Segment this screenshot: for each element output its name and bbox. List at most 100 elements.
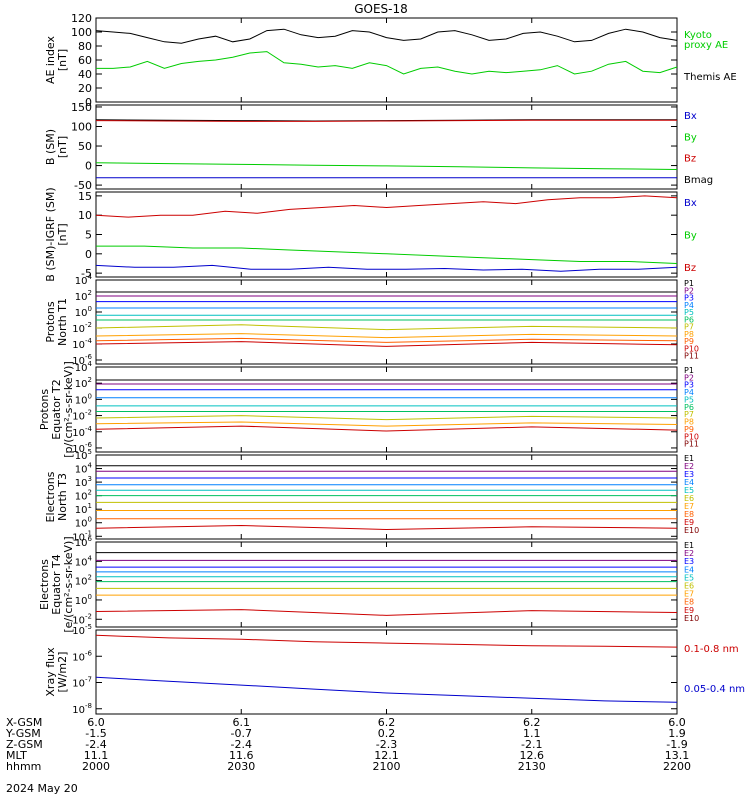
legend-label: Bz — [684, 154, 696, 165]
series-line — [95, 676, 678, 703]
series-line — [95, 341, 678, 347]
legend-label: P2 — [684, 373, 694, 382]
ephemeris-value: -1.5 — [85, 727, 106, 740]
legend-label: P2 — [684, 286, 694, 295]
legend-label: E10 — [684, 614, 699, 623]
legend-label: P10 — [684, 432, 699, 441]
y-tick-label: 100 — [75, 516, 92, 530]
y-tick-label: 100 — [75, 392, 92, 406]
legend-label: Kyoto — [684, 30, 712, 41]
legend-label: P11 — [684, 440, 699, 449]
panel-frame — [95, 541, 678, 628]
y-axis-label: Xray flux — [44, 647, 57, 697]
panel-p_equator: 104 102 100 10-2 10-4 10-6 Protons Equator T2 [p… — [38, 360, 699, 458]
legend-label: P8 — [684, 330, 694, 339]
y-tick-label: 50 — [78, 140, 92, 153]
y-tick-label: 102 — [75, 289, 92, 303]
ephemeris-value: 2030 — [227, 760, 255, 773]
panel-b: -50 0 50 100 150 B (SM) [nT] Bx By Bz Bmag — [44, 101, 713, 192]
ephemeris-value: 2100 — [373, 760, 401, 773]
legend-label: E8 — [684, 598, 694, 607]
ephemeris-value: -2.4 — [85, 738, 106, 751]
series-line — [95, 524, 678, 531]
y-tick-label: 104 — [75, 360, 93, 374]
ephemeris-value: -2.4 — [231, 738, 252, 751]
y-tick-label: 100 — [71, 120, 92, 133]
y-axis-label: AE index — [44, 35, 57, 84]
y-axis-label: Protons — [44, 301, 57, 342]
y-tick-label: 102 — [75, 376, 92, 390]
ephemeris-row-label: X-GSM — [6, 716, 42, 729]
legend-label: 0.1-0.8 nm — [684, 644, 739, 655]
series-line — [95, 324, 678, 331]
ephemeris-value: 6.2 — [523, 716, 541, 729]
ephemeris-row-label: MLT — [6, 749, 27, 762]
legend-label: E7 — [684, 590, 694, 599]
legend-label: E10 — [684, 526, 699, 535]
ephemeris-row-label: Z-GSM — [6, 738, 43, 751]
ephemeris-row-label: Y-GSM — [5, 727, 41, 740]
y-tick-label: 103 — [75, 475, 92, 489]
series-line — [96, 245, 678, 264]
legend-label: P9 — [684, 425, 694, 434]
legend-label: E6 — [684, 582, 694, 591]
ephemeris-value: 11.6 — [229, 749, 254, 762]
legend-label: P6 — [684, 315, 694, 324]
panel-bdiff: -5 0 5 10 15 B (SM)-IGRF (SM) [nT] Bx By Bz — [44, 187, 697, 281]
y-tick-label: 150 — [71, 101, 92, 114]
y-tick-label: 40 — [78, 68, 92, 81]
series-line — [95, 609, 678, 616]
legend-label: E2 — [684, 462, 694, 471]
legend-label: P9 — [684, 337, 694, 346]
series-line — [95, 425, 678, 432]
ephemeris-value: 13.1 — [665, 749, 690, 762]
panel-e_equator: 106 104 102 100 10-2 Electrons Equator T4 [e/(c… — [38, 535, 699, 633]
legend-label: P7 — [684, 410, 694, 419]
ephemeris-value: 1.1 — [523, 727, 541, 740]
y-tick-label: 10-6 — [72, 649, 92, 663]
y-tick-label: 20 — [78, 82, 92, 95]
y-tick-label: 10-5 — [72, 623, 92, 637]
y-axis-label: North T1 — [56, 298, 69, 346]
legend-label: P10 — [684, 344, 699, 353]
y-tick-label: -5 — [81, 267, 92, 280]
ephemeris-value: 6.0 — [668, 716, 686, 729]
y-axis-label: Electrons — [38, 559, 51, 610]
panel-frame — [95, 17, 678, 103]
panel-xray: 10-5 10-6 10-7 10-8 Xray flux [W/m2] 0.1-0.8 n… — [44, 623, 745, 716]
y-tick-label: 10-2 — [72, 409, 92, 423]
series-line — [95, 337, 678, 343]
legend-label: Bx — [684, 111, 697, 122]
ephemeris-value: -2.3 — [376, 738, 397, 751]
panel-frame — [95, 191, 678, 278]
series-line — [95, 634, 678, 648]
legend-label: Bx — [684, 198, 697, 209]
y-axis-label: Electrons — [44, 471, 57, 522]
legend-label: E4 — [684, 565, 694, 574]
y-tick-label: 120 — [71, 12, 92, 25]
legend-label: E2 — [684, 549, 694, 558]
y-tick-label: 104 — [75, 273, 93, 287]
legend-label: E1 — [684, 541, 694, 550]
legend-label: proxy AE — [684, 40, 728, 51]
ephemeris-value: 6.0 — [87, 716, 105, 729]
ephemeris-value: 6.1 — [233, 716, 251, 729]
y-tick-label: 10-6 — [72, 353, 92, 367]
y-tick-label: 10-4 — [72, 425, 92, 439]
y-tick-label: 10-4 — [72, 337, 92, 351]
ephemeris-value: 2130 — [518, 760, 546, 773]
series-line — [95, 264, 678, 272]
ephemeris-value: 2200 — [663, 760, 691, 773]
series-line — [95, 421, 678, 427]
legend-label: P1 — [684, 279, 694, 288]
legend-label: E9 — [684, 606, 694, 615]
legend-label: By — [684, 132, 697, 143]
y-axis-label: North T3 — [56, 473, 69, 521]
ephemeris-row-label: hhmm — [6, 760, 41, 773]
legend-label: 0.05-0.4 nm — [684, 684, 745, 695]
ephemeris-value: 0.2 — [378, 727, 396, 740]
legend-label: E4 — [684, 478, 694, 487]
legend-label: P3 — [684, 294, 694, 303]
